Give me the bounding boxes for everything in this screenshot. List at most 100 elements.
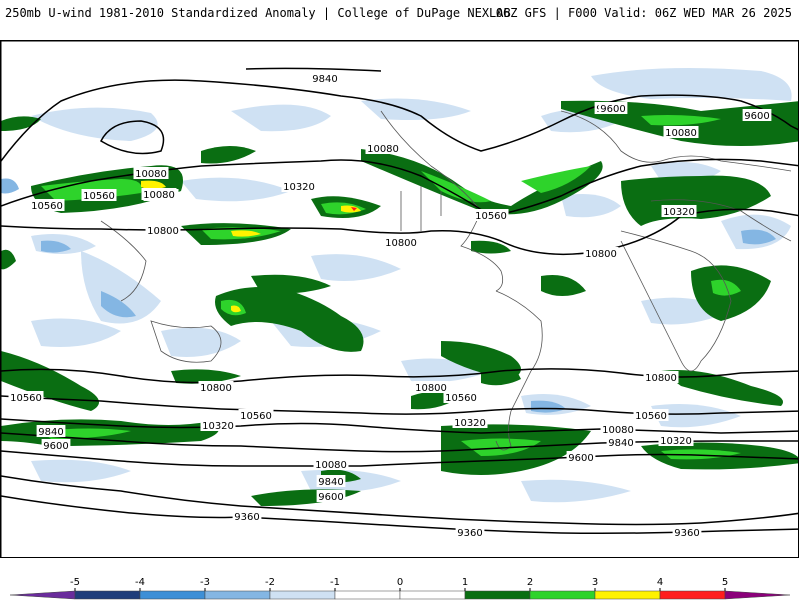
- contour-label-bg: [663, 126, 699, 138]
- contour-label-bg: [383, 236, 419, 248]
- contour-label-bg: [141, 188, 177, 200]
- contour-label-bg: [198, 381, 234, 393]
- colorbar-bin: [269, 590, 336, 600]
- contour-label-bg: [473, 209, 509, 221]
- negative-anomaly-medium: [1, 178, 776, 413]
- contour-label: 9600: [43, 441, 68, 452]
- contour-label: 10800: [200, 383, 232, 394]
- contour-label-bg: [600, 423, 636, 435]
- contour-label: 10320: [660, 436, 692, 447]
- contour-label-bg: [200, 419, 236, 431]
- contour-label: 10560: [10, 393, 42, 404]
- coastlines: [100, 110, 792, 451]
- contour-label: 10080: [367, 144, 399, 155]
- colorbar-tick-label: -3: [200, 577, 210, 588]
- contour-label-bg: [413, 381, 449, 393]
- colorbar-bin: [334, 590, 401, 600]
- contour-label-bg: [658, 434, 694, 446]
- contour-label-bg: [81, 189, 117, 201]
- contour-label: 9360: [674, 528, 699, 539]
- colorbar-bin: [724, 590, 791, 600]
- colorbar-bin: [464, 590, 531, 600]
- contour-label: 10080: [315, 460, 347, 471]
- contour-label: 9840: [608, 438, 633, 449]
- contour-label: 10320: [454, 418, 486, 429]
- colorbar: -5 -4 -3 -2 -1 0 1 2 3 4 5: [9, 577, 791, 600]
- colorbar-bin: [399, 590, 466, 600]
- contour-label-bg: [672, 526, 702, 538]
- colorbar-bin: [659, 590, 726, 600]
- contour-label-bg: [316, 490, 346, 502]
- height-contours: [1, 67, 798, 534]
- colorbar-tick-label: 0: [397, 577, 403, 588]
- contour-label-bg: [661, 205, 697, 217]
- colorbar-ticks: -5 -4 -3 -2 -1 0 1 2 3 4 5: [70, 577, 728, 591]
- contour-label-bg: [365, 142, 401, 154]
- contour-label-bg: [281, 180, 317, 192]
- colorbar-tick-label: 4: [657, 577, 663, 588]
- contour-label-bg: [145, 224, 181, 236]
- contour-label: 10800: [585, 249, 617, 260]
- contour-label: 10080: [665, 128, 697, 139]
- contour-label: 9600: [318, 492, 343, 503]
- contour-label: 10560: [83, 191, 115, 202]
- contour-label: 10080: [143, 190, 175, 201]
- colorbar-tick-label: 3: [592, 577, 598, 588]
- contour-label: 9600: [744, 111, 769, 122]
- contour-label: 10320: [283, 182, 315, 193]
- contour-label-bg: [455, 526, 485, 538]
- contour-label: 10560: [240, 411, 272, 422]
- colorbar-bin: [74, 590, 141, 600]
- contour-label-bg: [742, 109, 772, 121]
- colorbar-bin: [139, 590, 206, 600]
- contour-label-bg: [29, 199, 65, 211]
- colorbar-tick-label: 2: [527, 577, 533, 588]
- contour-label-bg: [633, 409, 669, 421]
- contour-label: 10560: [635, 411, 667, 422]
- contour-label: 10080: [602, 425, 634, 436]
- contour-label: 10080: [135, 169, 167, 180]
- contour-label-bg: [583, 247, 619, 259]
- contour-label-bg: [316, 475, 346, 487]
- contour-label: 10560: [475, 211, 507, 222]
- contour-label-bg: [598, 102, 628, 114]
- contour-label-bg: [643, 371, 679, 383]
- contour-label: 10560: [31, 201, 63, 212]
- contour-label-bg: [238, 409, 274, 421]
- contour-label: 9360: [234, 512, 259, 523]
- contour-label: 10800: [147, 226, 179, 237]
- contour-label-bg: [443, 391, 479, 403]
- model-valid-time: 06Z GFS | F000 Valid: 06Z WED MAR 26 202…: [495, 6, 792, 20]
- contour-label: 10320: [202, 421, 234, 432]
- contour-label-bg: [313, 458, 349, 470]
- contour-label-bg: [36, 425, 66, 437]
- colorbar-bin: [204, 590, 271, 600]
- contour-label: 9840: [312, 74, 337, 85]
- colorbar-tick-label: -4: [135, 577, 145, 588]
- contour-label: 9840: [38, 427, 63, 438]
- contour-label: 10320: [663, 207, 695, 218]
- contour-label-bg: [566, 451, 596, 463]
- contour-label-bg: [606, 436, 636, 448]
- colorbar-bin: [594, 590, 661, 600]
- contour-label: 10560: [445, 393, 477, 404]
- contour-label: 9840: [318, 477, 343, 488]
- colorbar-bins: [9, 590, 791, 600]
- contour-label-bg: [310, 72, 340, 84]
- contour-label: 9600: [568, 453, 593, 464]
- map-panel: 9840 10080 10320 10560 10800 10800 10800 10560 1…: [0, 40, 799, 558]
- colorbar-bin: [529, 590, 596, 600]
- contour-label-bg: [41, 439, 71, 451]
- contour-label: 10800: [385, 238, 417, 249]
- contour-label: 9360: [457, 528, 482, 539]
- contour-label: 10800: [415, 383, 447, 394]
- colorbar-bin: [9, 590, 76, 600]
- colorbar-tick-label: -1: [330, 577, 340, 588]
- contour-label-bg: [133, 167, 169, 179]
- contour-label: 10800: [645, 373, 677, 384]
- map-title: 250mb U-wind 1981-2010 Standardized Anom…: [5, 6, 511, 20]
- contour-label: 9600: [600, 104, 625, 115]
- colorbar-tick-label: -5: [70, 577, 80, 588]
